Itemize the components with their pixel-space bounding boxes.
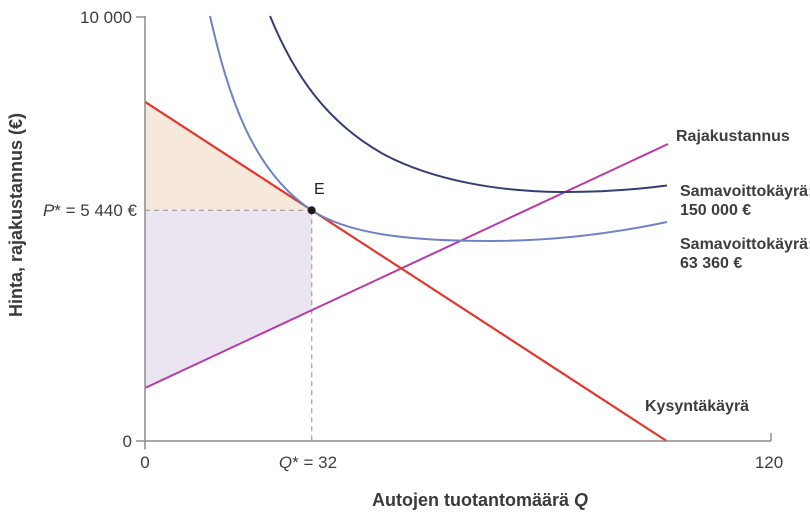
isoprofit-63360-label-line1: Samavoittokäyrä: [680,236,810,253]
equilibrium-point-marker [307,206,316,215]
equilibrium-point-label: E [314,181,325,198]
demand-line [144,100,668,442]
y-axis-tick-label-top: 10 000 [80,8,132,27]
isoprofit-150000-label-line2: 150 000 € [680,202,751,219]
demand-curve-label: Kysyntäkäyrä [645,398,749,415]
isoprofit-150000-curve [269,15,668,194]
x-axis-title: Autojen tuotantomäärä Q [372,490,588,510]
q-star-value: * = 32 [292,453,337,472]
y-axis-tick-label-zero: 0 [123,432,132,451]
x-axis-title-text: Autojen tuotantomäärä [372,490,574,510]
p-star-value: * = 5 440 € [54,201,137,220]
producer-surplus-region [145,210,312,388]
isoprofit-63360-curve [209,15,668,243]
p-star-label: P* = 5 440 € [43,201,138,220]
marginal-cost-line [144,143,669,389]
isoprofit-63360-label-line2: 63 360 € [680,255,742,272]
p-star-variable: P [43,201,55,220]
isoprofit-150000-label-line1: Samavoittokäyrä: [680,183,810,200]
x-axis-tick-label-max: 120 [755,453,783,472]
y-axis-title: Hinta, rajakustannus (€) [6,113,26,317]
q-star-variable: Q [279,453,292,472]
x-axis-tick-label-zero: 0 [140,453,149,472]
q-star-label: Q* = 32 [279,453,337,472]
marginal-cost-label: Rajakustannus [676,128,790,145]
x-axis-title-variable: Q [574,490,588,510]
